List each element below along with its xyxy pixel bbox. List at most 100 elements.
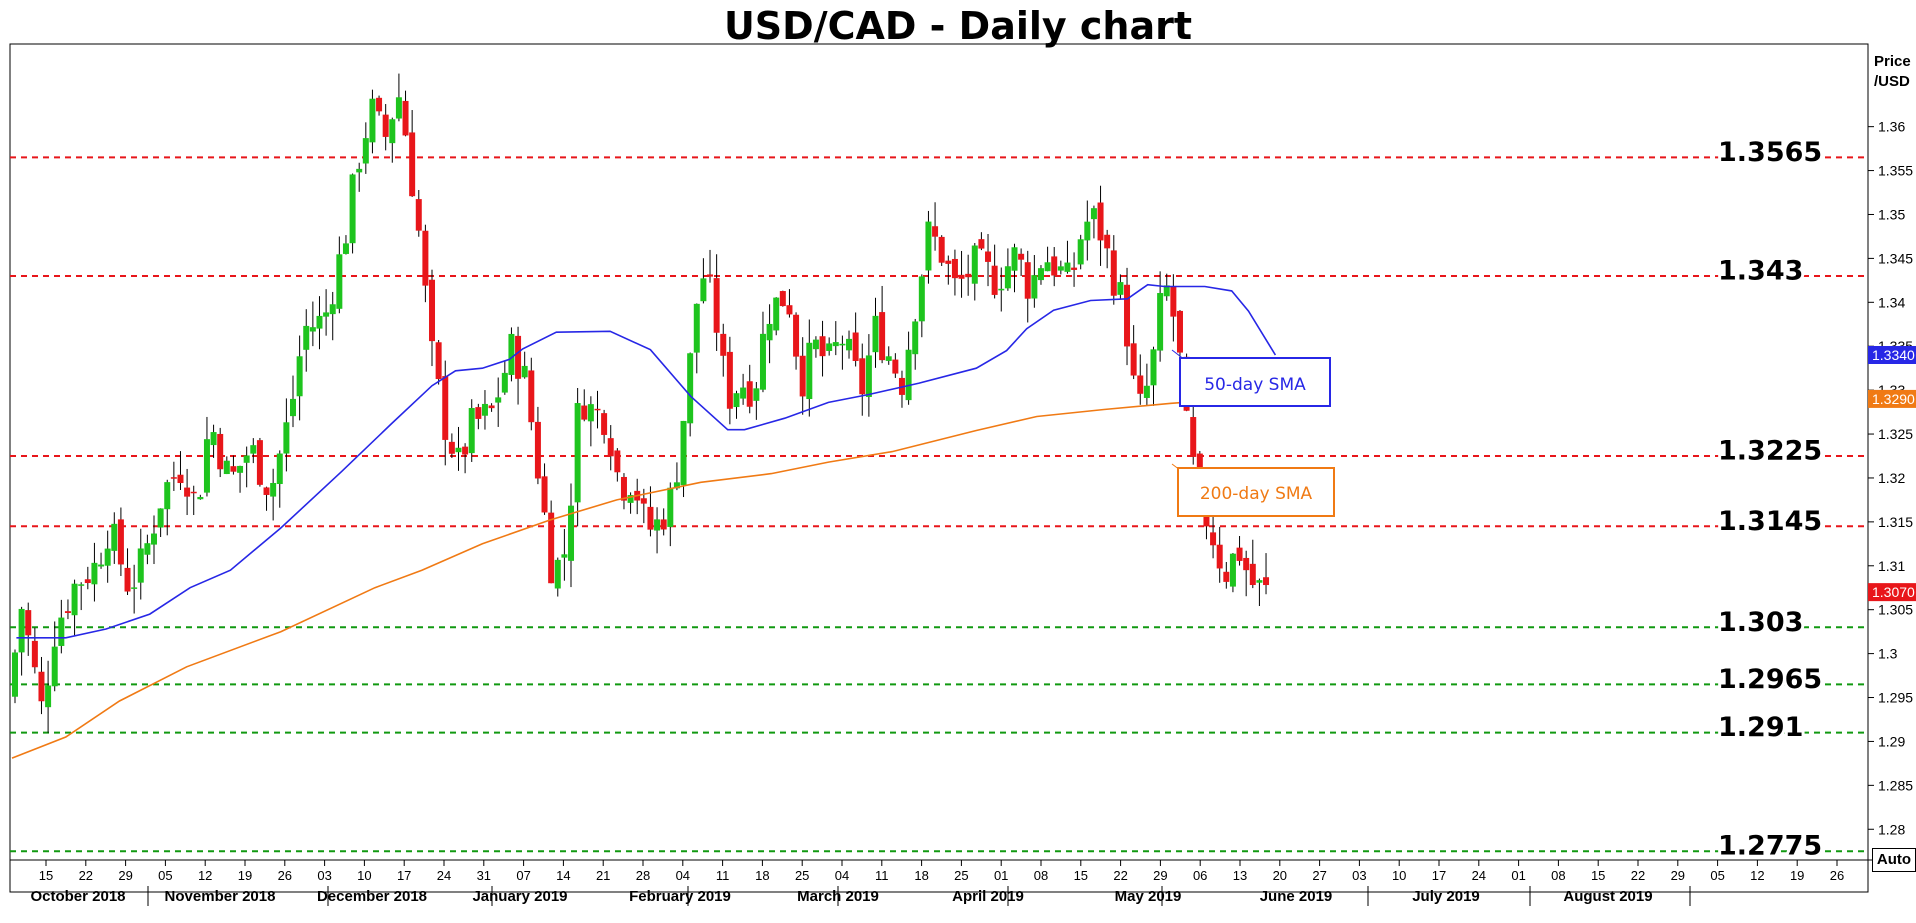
candle-body <box>144 543 151 555</box>
candle <box>276 450 283 508</box>
candle-body <box>594 408 601 411</box>
candle-body <box>1249 563 1256 586</box>
x-tick-label: 25 <box>795 868 809 883</box>
candle <box>1031 255 1038 308</box>
sma200-line <box>11 396 1276 759</box>
x-tick-label: 11 <box>875 868 889 883</box>
candle-body <box>71 583 78 616</box>
candle <box>515 326 522 405</box>
candle <box>581 389 588 422</box>
candle-body <box>157 508 164 528</box>
candle-body <box>18 608 25 653</box>
candle-body <box>945 260 952 264</box>
candle-body <box>316 315 323 329</box>
candle <box>1243 550 1250 597</box>
candle-body <box>1236 547 1243 561</box>
candle-body <box>91 562 98 585</box>
candle <box>462 443 469 474</box>
candle <box>693 303 700 374</box>
month-label: December 2018 <box>317 888 427 905</box>
candle-body <box>1057 266 1064 271</box>
candle-body <box>243 455 250 463</box>
candle-body <box>481 403 488 416</box>
candle <box>270 468 277 521</box>
candle <box>587 396 594 447</box>
candle <box>812 336 819 358</box>
y-axis-label: Price <box>1874 53 1911 70</box>
candle-body <box>1031 275 1038 299</box>
candle-body <box>786 305 793 315</box>
candle <box>395 73 402 122</box>
candle-body <box>117 519 124 565</box>
candle <box>283 398 290 472</box>
month-label: October 2018 <box>30 888 125 905</box>
x-tick-label: 01 <box>1511 868 1525 883</box>
candle-body <box>832 342 839 347</box>
candle-body <box>759 333 766 390</box>
candle <box>1137 354 1144 405</box>
candle <box>237 465 244 493</box>
candle <box>985 233 992 287</box>
candle <box>766 304 773 364</box>
candle <box>945 255 952 285</box>
candle <box>481 390 488 430</box>
candle-body <box>985 251 992 262</box>
candle-body <box>131 587 138 589</box>
candle-body <box>64 611 71 613</box>
candle-body <box>256 440 263 485</box>
candle <box>402 90 409 137</box>
candle <box>1011 243 1018 293</box>
candle-body <box>1044 262 1051 272</box>
candle-body <box>726 351 733 409</box>
candle <box>203 416 210 497</box>
candle-body <box>468 408 475 454</box>
candle-body <box>779 291 786 307</box>
candle-body <box>389 119 396 144</box>
candle-body <box>1004 266 1011 289</box>
candle <box>309 301 316 347</box>
candle-body <box>1256 580 1263 583</box>
sma200-annotation-text: 200-day SMA <box>1200 484 1313 504</box>
x-tick-label: 22 <box>1113 868 1127 883</box>
candle <box>376 95 383 116</box>
candle-body <box>1150 349 1157 386</box>
candle-body <box>1263 577 1270 586</box>
x-tick-label: 12 <box>1750 868 1764 883</box>
x-tick-label: 10 <box>357 868 371 883</box>
candle <box>799 337 806 415</box>
candle <box>1236 535 1243 566</box>
candle <box>852 312 859 367</box>
candle-body <box>1037 268 1044 281</box>
x-tick-label: 01 <box>994 868 1008 883</box>
candle-body <box>687 353 694 424</box>
x-tick-label: 15 <box>1591 868 1605 883</box>
candle-body <box>124 567 131 592</box>
candle-body <box>865 355 872 397</box>
auto-scale-button[interactable]: Auto <box>1872 848 1916 872</box>
candle-body <box>442 376 449 440</box>
candle-body <box>455 447 462 453</box>
sma200-price-tag-text: 1.3290 <box>1872 391 1915 407</box>
x-tick-label: 08 <box>1034 868 1048 883</box>
candle <box>879 285 886 364</box>
candle <box>1150 346 1157 406</box>
candle <box>223 456 230 475</box>
candle <box>349 173 356 254</box>
candle-body <box>839 343 846 346</box>
candle <box>64 599 71 620</box>
y-tick-label: 1.345 <box>1878 250 1913 266</box>
candle <box>1037 265 1044 285</box>
x-tick-label: 07 <box>516 868 530 883</box>
candle-body <box>488 405 495 409</box>
candle <box>1216 526 1223 583</box>
candle <box>475 403 482 430</box>
candle-body <box>45 685 52 708</box>
candle <box>230 455 237 475</box>
y-tick-label: 1.355 <box>1878 163 1913 179</box>
x-tick-label: 15 <box>1074 868 1088 883</box>
candle-body <box>978 239 985 249</box>
candle <box>521 351 528 379</box>
candle-body <box>1137 375 1144 394</box>
candle-body <box>707 274 714 277</box>
candle <box>290 375 297 428</box>
